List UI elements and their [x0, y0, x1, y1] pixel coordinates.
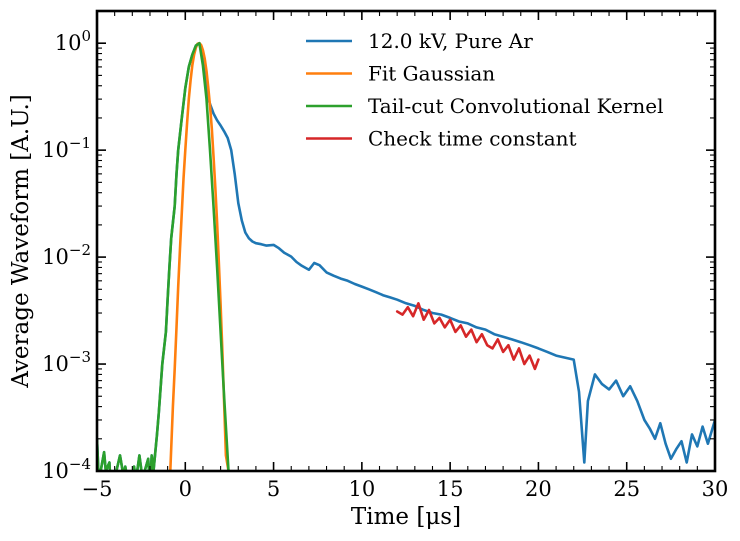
x-tick-label: 5 — [267, 477, 280, 501]
series-line-3 — [395, 301, 540, 371]
x-tick-label: 0 — [179, 477, 192, 501]
legend-label-2: Tail-cut Convolutional Kernel — [368, 94, 664, 118]
y-tick-labels: 10−4 10−3 10−2 10−1 100 — [42, 27, 91, 483]
x-tick-label: 20 — [525, 477, 552, 501]
x-tick-label: −5 — [82, 477, 113, 501]
series-layer — [97, 41, 715, 471]
x-axis-label: Time [μs] — [351, 504, 461, 530]
legend: 12.0 kV, Pure Ar Fit Gaussian Tail-cut Con… — [306, 29, 664, 151]
y-axis-label: Average Waveform [A.U.] — [8, 94, 34, 389]
legend-label-0: 12.0 kV, Pure Ar — [368, 29, 533, 53]
legend-label-1: Fit Gaussian — [368, 62, 495, 86]
x-tick-label: 25 — [613, 477, 640, 501]
y-tick-label: 10−4 — [42, 455, 91, 483]
x-tick-label: 10 — [348, 477, 375, 501]
y-tick-label: 10−2 — [42, 241, 91, 269]
x-tick-label: 15 — [437, 477, 464, 501]
series-line-2 — [97, 41, 230, 471]
y-tick-label: 100 — [55, 27, 91, 55]
legend-label-3: Check time constant — [368, 127, 577, 151]
series-line-1 — [169, 41, 230, 471]
y-tick-label: 10−3 — [42, 348, 91, 376]
plot-frame — [95, 9, 717, 473]
x-tick-label: 30 — [702, 477, 729, 501]
y-tick-label: 10−1 — [42, 134, 91, 162]
x-tick-labels: −5 0 5 10 15 20 25 30 — [82, 477, 729, 501]
